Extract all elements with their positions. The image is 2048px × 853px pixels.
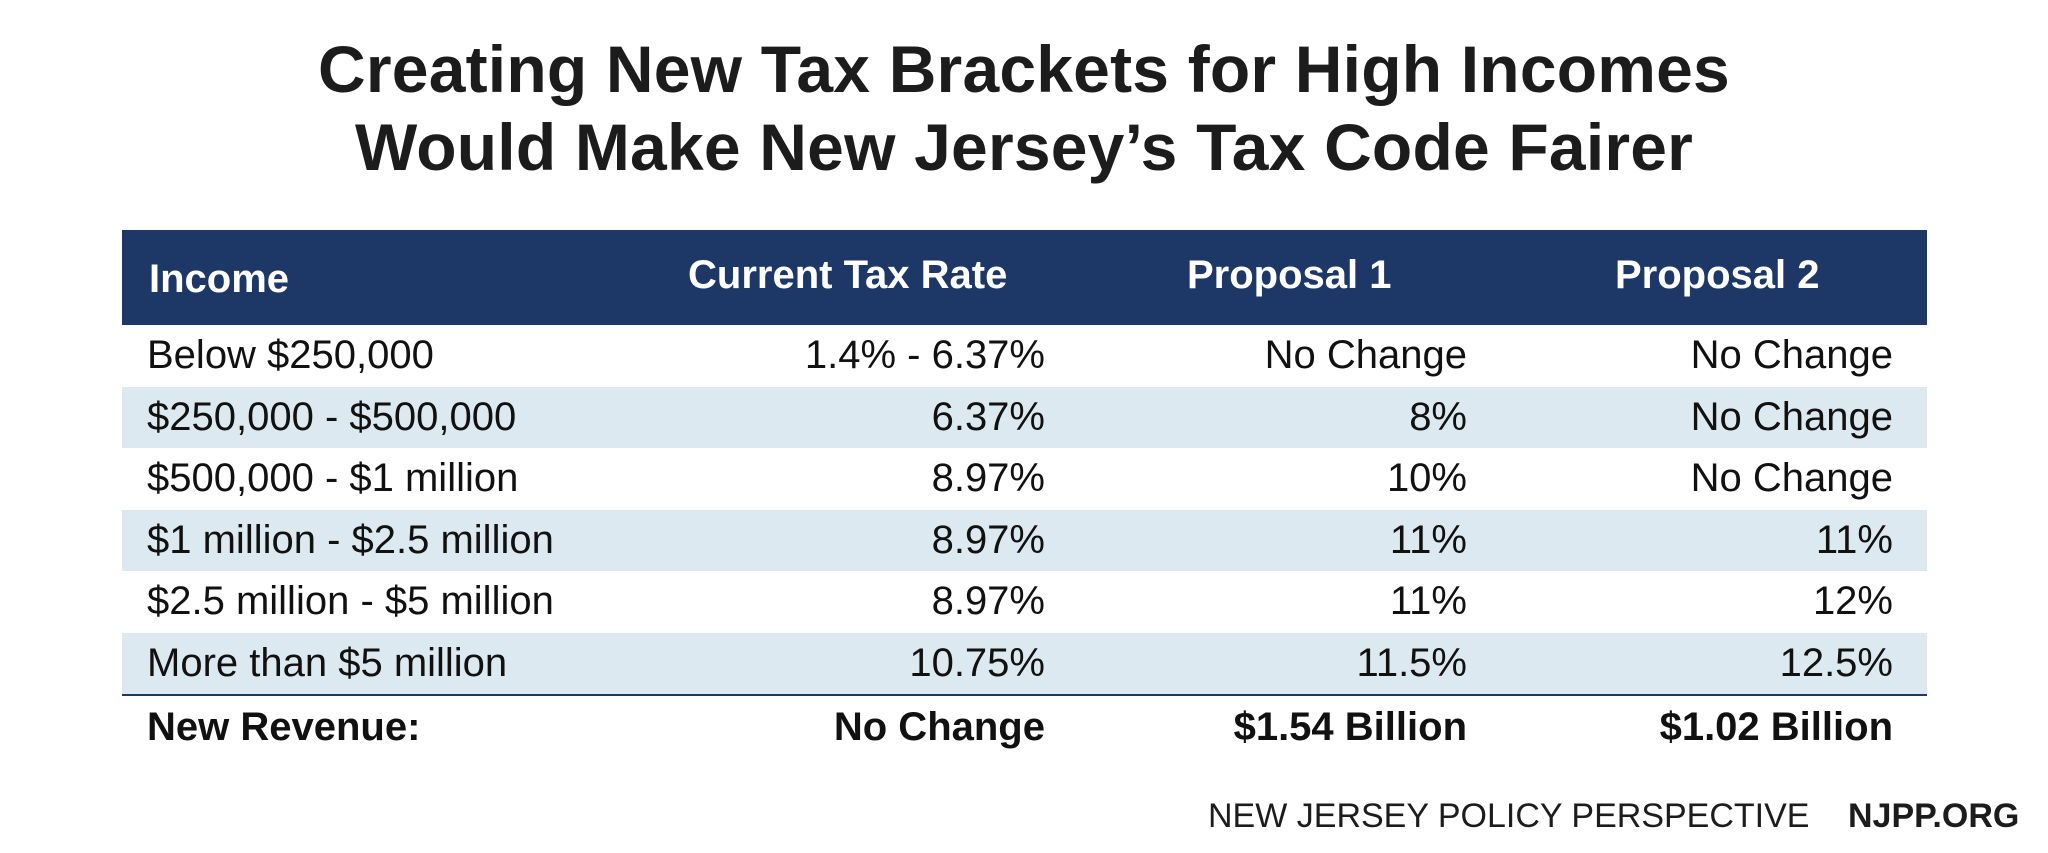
table-header: Income Current Tax Rate Proposal 1 Propo… <box>122 230 1927 325</box>
table-row: More than $5 million 10.75% 11.5% 12.5% <box>122 632 1927 694</box>
column-header-current-tax-rate: Current Tax Rate <box>688 253 1008 297</box>
income-cell: $500,000 - $1 million <box>147 456 519 500</box>
proposal-1-cell: 11% <box>1389 517 1467 562</box>
column-header-proposal-1: Proposal 1 <box>1187 253 1392 297</box>
proposal-2-cell: No Change <box>1690 333 1893 377</box>
table-row: $500,000 - $1 million 8.97% 10% No Chang… <box>122 448 1927 510</box>
total-current-rate: No Change <box>833 705 1045 749</box>
table-row: $250,000 - $500,000 6.37% 8% No Change <box>122 386 1927 448</box>
tax-rate-table: Income Current Tax Rate Proposal 1 Propo… <box>122 230 1927 758</box>
proposal-2-cell: No Change <box>1690 394 1893 439</box>
total-proposal-2: $1.02 Billion <box>1659 705 1893 749</box>
total-row: New Revenue: No Change $1.54 Billion $1.… <box>122 696 1927 758</box>
proposal-1-cell: 8% <box>1409 394 1467 439</box>
total-divider-line <box>122 694 1927 696</box>
footer-website: NJPP.ORG <box>1848 797 2020 835</box>
footer-organization: NEW JERSEY POLICY PERSPECTIVE <box>1208 797 1810 835</box>
table-row: Below $250,000 1.4% - 6.37% No Change No… <box>122 325 1927 387</box>
proposal-1-cell: 10% <box>1386 456 1467 500</box>
current-rate-cell: 8.97% <box>931 579 1045 623</box>
column-header-proposal-2: Proposal 2 <box>1615 253 1820 297</box>
income-cell: More than $5 million <box>147 640 508 685</box>
income-cell: $2.5 million - $5 million <box>147 579 554 623</box>
proposal-2-cell: 11% <box>1815 517 1893 562</box>
table-row: $1 million - $2.5 million 8.97% 11% 11% <box>122 509 1927 571</box>
chart-title-line-1: Creating New Tax Brackets for High Incom… <box>318 32 1730 106</box>
income-cell: $1 million - $2.5 million <box>147 517 554 562</box>
current-rate-cell: 6.37% <box>931 394 1045 439</box>
current-rate-cell: 10.75% <box>909 640 1045 685</box>
column-header-income: Income <box>149 257 290 301</box>
proposal-1-cell: No Change <box>1264 333 1467 377</box>
current-rate-cell: 8.97% <box>931 517 1045 562</box>
table-row: $2.5 million - $5 million 8.97% 11% 12% <box>122 571 1927 633</box>
income-cell: Below $250,000 <box>147 333 434 377</box>
chart-title-line-2: Would Make New Jersey’s Tax Code Fairer <box>354 110 1694 184</box>
proposal-2-cell: 12.5% <box>1779 640 1893 685</box>
total-proposal-1: $1.54 Billion <box>1233 705 1467 749</box>
proposal-1-cell: 11% <box>1389 579 1467 623</box>
proposal-2-cell: No Change <box>1690 456 1893 500</box>
income-cell: $250,000 - $500,000 <box>147 394 517 439</box>
proposal-1-cell: 11.5% <box>1356 640 1467 685</box>
total-label: New Revenue: <box>147 705 421 749</box>
current-rate-cell: 8.97% <box>931 456 1045 500</box>
current-rate-cell: 1.4% - 6.37% <box>804 333 1045 377</box>
proposal-2-cell: 12% <box>1812 579 1893 623</box>
